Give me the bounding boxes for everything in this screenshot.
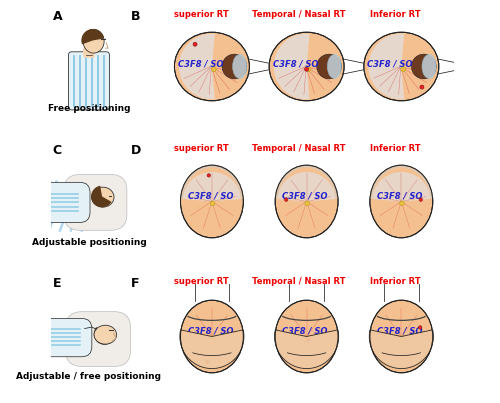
Text: Temporal / Nasal RT: Temporal / Nasal RT	[252, 144, 346, 153]
FancyBboxPatch shape	[22, 182, 90, 222]
Text: C3F8 / SO: C3F8 / SO	[188, 326, 233, 335]
Circle shape	[400, 336, 404, 341]
FancyBboxPatch shape	[66, 312, 130, 366]
Ellipse shape	[269, 32, 344, 101]
Wedge shape	[370, 330, 434, 369]
Circle shape	[305, 336, 310, 341]
Ellipse shape	[275, 300, 338, 373]
Circle shape	[210, 201, 215, 206]
Text: C3F8 / SO: C3F8 / SO	[282, 326, 328, 335]
Circle shape	[284, 198, 288, 202]
Text: Inferior RT: Inferior RT	[370, 277, 420, 286]
Ellipse shape	[83, 29, 104, 53]
Circle shape	[401, 67, 406, 72]
Wedge shape	[274, 330, 338, 369]
Circle shape	[306, 67, 311, 72]
Ellipse shape	[327, 54, 342, 79]
Circle shape	[306, 339, 310, 342]
Wedge shape	[91, 186, 112, 207]
FancyBboxPatch shape	[83, 47, 95, 58]
Ellipse shape	[180, 165, 244, 238]
Circle shape	[316, 54, 342, 79]
Wedge shape	[277, 337, 336, 366]
Text: C3F8 / SO: C3F8 / SO	[282, 191, 328, 200]
Circle shape	[400, 201, 404, 206]
FancyBboxPatch shape	[68, 52, 110, 110]
Circle shape	[222, 54, 247, 79]
Wedge shape	[94, 327, 112, 345]
Text: D: D	[132, 144, 141, 157]
Text: Temporal / Nasal RT: Temporal / Nasal RT	[252, 10, 346, 19]
Text: C: C	[52, 144, 62, 157]
Text: C3F8 / SO: C3F8 / SO	[178, 59, 224, 68]
Circle shape	[420, 85, 424, 89]
FancyBboxPatch shape	[22, 318, 92, 357]
Wedge shape	[182, 172, 242, 202]
Circle shape	[304, 67, 308, 71]
Text: superior RT: superior RT	[174, 144, 229, 153]
Text: C3F8 / SO: C3F8 / SO	[368, 59, 413, 68]
Ellipse shape	[180, 300, 244, 373]
Text: superior RT: superior RT	[174, 277, 229, 286]
Circle shape	[210, 336, 215, 341]
Ellipse shape	[232, 54, 247, 79]
Text: C3F8 / SO: C3F8 / SO	[377, 326, 422, 335]
Wedge shape	[180, 330, 244, 369]
Wedge shape	[179, 33, 215, 100]
Text: Inferior RT: Inferior RT	[370, 144, 420, 153]
Text: C3F8 / SO: C3F8 / SO	[377, 191, 422, 200]
Text: F: F	[132, 277, 140, 290]
FancyBboxPatch shape	[64, 174, 127, 230]
Ellipse shape	[422, 54, 436, 79]
Circle shape	[305, 201, 310, 206]
Wedge shape	[182, 337, 242, 366]
Text: B: B	[132, 10, 141, 23]
Ellipse shape	[174, 32, 250, 101]
Text: Temporal / Nasal RT: Temporal / Nasal RT	[252, 277, 346, 286]
Text: Free positioning: Free positioning	[48, 104, 130, 113]
Circle shape	[206, 360, 209, 364]
Text: C3F8 / SO: C3F8 / SO	[272, 59, 318, 68]
Circle shape	[412, 54, 436, 79]
Text: Adjustable positioning: Adjustable positioning	[32, 238, 146, 247]
Text: Adjustable / free positioning: Adjustable / free positioning	[16, 372, 162, 381]
Ellipse shape	[94, 325, 116, 344]
Text: E: E	[52, 277, 61, 290]
Wedge shape	[277, 172, 336, 202]
Wedge shape	[372, 337, 431, 366]
Ellipse shape	[92, 187, 114, 207]
Ellipse shape	[364, 32, 439, 101]
Wedge shape	[372, 172, 431, 202]
Text: Inferior RT: Inferior RT	[370, 10, 420, 19]
Circle shape	[212, 67, 216, 72]
Ellipse shape	[370, 165, 433, 238]
Wedge shape	[82, 29, 104, 44]
Text: superior RT: superior RT	[174, 10, 229, 19]
Circle shape	[418, 326, 422, 329]
Ellipse shape	[275, 165, 338, 238]
Wedge shape	[368, 33, 404, 100]
Text: A: A	[52, 10, 62, 23]
Text: C3F8 / SO: C3F8 / SO	[188, 191, 233, 200]
Wedge shape	[274, 33, 310, 100]
Circle shape	[419, 198, 422, 202]
Circle shape	[207, 174, 210, 177]
FancyBboxPatch shape	[22, 165, 40, 187]
Circle shape	[193, 42, 197, 46]
Ellipse shape	[370, 300, 433, 373]
